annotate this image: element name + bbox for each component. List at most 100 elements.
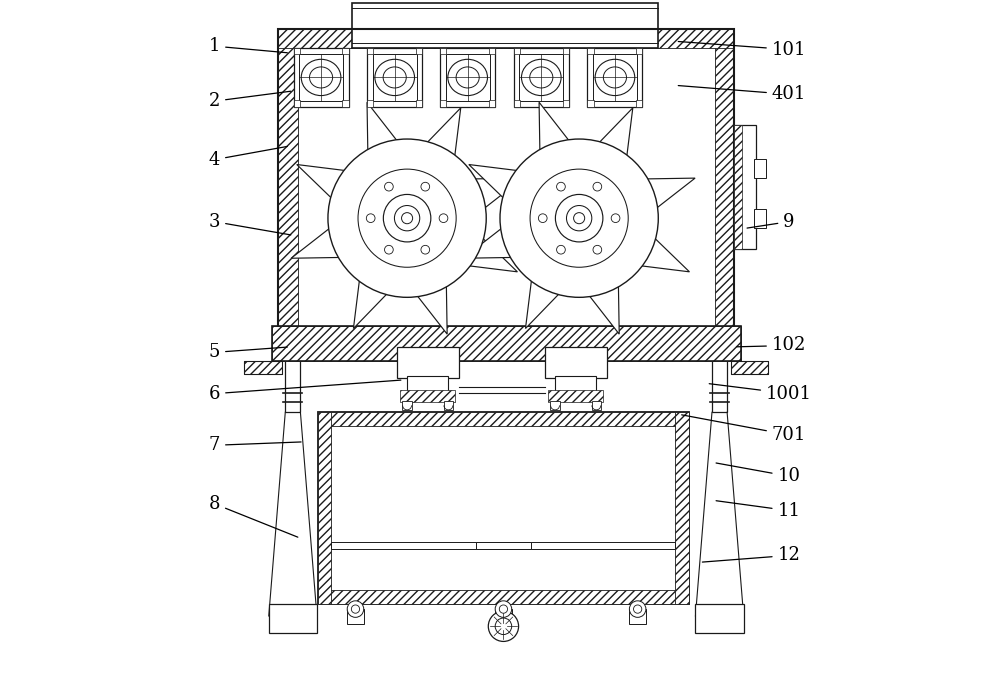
Bar (342, 100, 349, 106)
Polygon shape (367, 102, 399, 153)
Circle shape (611, 214, 620, 223)
Text: 701: 701 (682, 415, 806, 444)
Polygon shape (416, 283, 447, 334)
Bar (734, 125, 756, 249)
Bar (278, 29, 298, 346)
Circle shape (366, 214, 375, 223)
Text: 1001: 1001 (709, 384, 812, 403)
Circle shape (439, 214, 448, 223)
Polygon shape (291, 227, 342, 258)
Ellipse shape (301, 59, 341, 95)
Ellipse shape (603, 67, 626, 88)
Text: 10: 10 (716, 463, 801, 485)
Bar (712, 346, 727, 413)
Circle shape (574, 213, 585, 224)
Bar (342, 48, 349, 55)
Bar (593, 54, 637, 101)
Ellipse shape (530, 67, 553, 88)
Circle shape (566, 205, 592, 231)
Bar (294, 48, 349, 106)
Circle shape (538, 214, 547, 223)
Polygon shape (353, 278, 389, 328)
Bar (695, 604, 744, 633)
Bar (715, 29, 734, 346)
Text: 3: 3 (209, 213, 291, 235)
Polygon shape (588, 283, 619, 334)
Bar (550, 401, 560, 410)
Polygon shape (463, 227, 514, 258)
Bar (367, 100, 373, 106)
Polygon shape (425, 108, 461, 159)
Bar (347, 609, 364, 624)
Circle shape (394, 205, 420, 231)
Bar (636, 100, 642, 106)
Bar (416, 48, 422, 55)
Polygon shape (467, 236, 517, 272)
Polygon shape (644, 178, 695, 209)
Bar (294, 48, 300, 55)
Bar (489, 100, 495, 106)
Circle shape (593, 182, 602, 191)
Polygon shape (472, 178, 523, 209)
Circle shape (500, 139, 658, 297)
Circle shape (351, 605, 360, 613)
Bar (278, 29, 734, 346)
Ellipse shape (595, 59, 635, 95)
Bar (367, 48, 422, 106)
Polygon shape (539, 102, 571, 153)
Bar (244, 361, 282, 375)
Circle shape (557, 182, 565, 191)
Bar (278, 29, 734, 48)
Circle shape (421, 245, 430, 254)
Bar (318, 413, 331, 603)
Polygon shape (297, 164, 348, 200)
Bar (397, 347, 459, 378)
Bar (440, 48, 495, 106)
Bar (244, 361, 282, 375)
Circle shape (557, 245, 565, 254)
Bar (548, 390, 603, 402)
Bar (514, 100, 520, 106)
Bar (440, 48, 446, 55)
Text: 401: 401 (678, 85, 806, 103)
Text: 8: 8 (209, 495, 298, 537)
Bar (587, 100, 594, 106)
Text: 6: 6 (209, 380, 401, 403)
Text: 5: 5 (209, 343, 287, 361)
Text: 2: 2 (209, 91, 291, 110)
Circle shape (358, 169, 456, 267)
Bar (318, 413, 689, 426)
Polygon shape (469, 164, 520, 200)
Bar (587, 48, 642, 106)
Bar (331, 542, 675, 549)
Circle shape (593, 245, 602, 254)
Bar (731, 361, 768, 375)
Bar (489, 48, 495, 55)
Circle shape (555, 194, 603, 242)
Circle shape (495, 618, 512, 634)
Text: 101: 101 (678, 41, 806, 59)
Bar (440, 100, 446, 106)
Ellipse shape (310, 67, 333, 88)
Circle shape (402, 213, 413, 224)
Circle shape (634, 605, 642, 613)
Bar (402, 401, 412, 410)
Ellipse shape (375, 59, 415, 95)
Bar (272, 326, 741, 361)
Circle shape (495, 601, 512, 617)
Circle shape (421, 182, 430, 191)
Bar (400, 390, 455, 402)
Bar (299, 54, 343, 101)
Bar (555, 377, 596, 392)
Bar (514, 48, 520, 55)
Bar (675, 413, 689, 603)
Ellipse shape (456, 67, 479, 88)
Bar (636, 48, 642, 55)
Bar (373, 54, 417, 101)
Circle shape (499, 605, 508, 613)
Text: 1: 1 (209, 37, 287, 55)
Bar (476, 542, 531, 549)
Bar (587, 48, 594, 55)
Bar (444, 401, 453, 410)
Bar (318, 413, 689, 603)
